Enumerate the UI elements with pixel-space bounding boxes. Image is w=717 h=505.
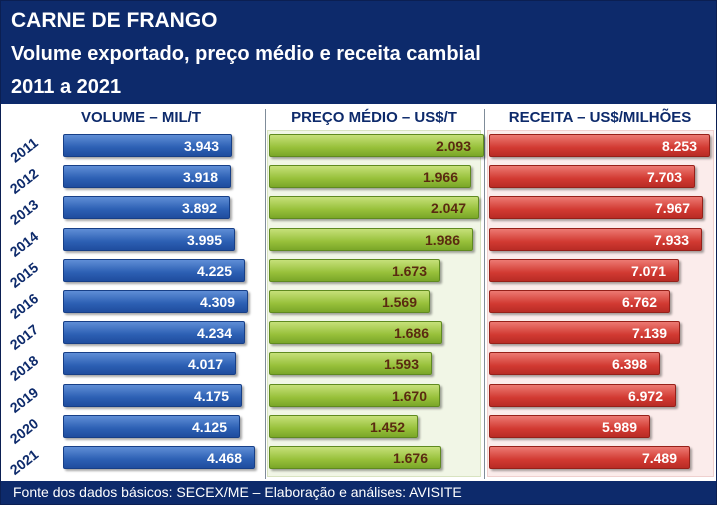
chart-title: CARNE DE FRANGO <box>11 9 218 32</box>
column-header-preco: PREÇO MÉDIO – US$/T <box>291 109 457 126</box>
volume-bar-2012: 3.918 <box>63 165 231 189</box>
column-header-volume: VOLUME – MIL/T <box>81 109 201 126</box>
preco-bar-2017: 1.686 <box>269 321 442 345</box>
receita-bar-2015: 7.071 <box>489 258 679 282</box>
volume-bar-2021: 4.468 <box>63 446 255 469</box>
column-divider <box>265 109 266 479</box>
receita-bar-2014: 7.933 <box>489 227 702 251</box>
volume-bar-2011: 3.943 <box>63 134 232 157</box>
volume-bar-2014: 3.995 <box>63 227 235 251</box>
volume-bar-2018: 4.017 <box>63 352 236 376</box>
preco-bar-2015: 1.673 <box>269 258 440 282</box>
preco-bar-2021: 1.676 <box>269 446 441 469</box>
preco-bar-2011: 2.093 <box>269 134 484 157</box>
volume-bar-2013: 3.892 <box>63 196 230 220</box>
year-label-2021: 2021 <box>6 446 42 478</box>
preco-bar-2013: 2.047 <box>269 196 479 220</box>
receita-bar-2012: 7.703 <box>489 165 695 189</box>
source-footer: Fonte dos dados básicos: SECEX/ME – Elab… <box>1 481 716 504</box>
receita-bar-2016: 6.762 <box>489 290 670 313</box>
volume-bar-2019: 4.175 <box>63 383 242 407</box>
volume-bar-2017: 4.234 <box>63 321 245 345</box>
receita-bar-2013: 7.967 <box>489 196 703 220</box>
preco-bar-2018: 1.593 <box>269 352 432 376</box>
receita-bar-2018: 6.398 <box>489 352 660 376</box>
preco-bar-2019: 1.670 <box>269 383 440 407</box>
preco-bar-2012: 1.966 <box>269 165 471 189</box>
preco-bar-2014: 1.986 <box>269 227 473 251</box>
volume-bar-2015: 4.225 <box>63 258 245 282</box>
chart-period: 2011 a 2021 <box>11 76 122 98</box>
chart-subtitle: Volume exportado, preço médio e receita … <box>11 43 481 65</box>
column-divider <box>484 109 485 479</box>
column-header-receita: RECEITA – US$/MILHÕES <box>508 109 692 126</box>
volume-bar-2016: 4.309 <box>63 290 248 313</box>
volume-bar-2020: 4.125 <box>63 414 240 438</box>
receita-bar-2011: 8.253 <box>489 134 710 157</box>
chart-header: CARNE DE FRANGO Volume exportado, preço … <box>1 1 716 104</box>
preco-bar-2016: 1.569 <box>269 290 430 313</box>
receita-bar-2021: 7.489 <box>489 446 690 469</box>
preco-bar-2020: 1.452 <box>269 414 418 438</box>
receita-bar-2019: 6.972 <box>489 383 676 407</box>
receita-bar-2020: 5.989 <box>489 414 650 438</box>
receita-bar-2017: 7.139 <box>489 321 680 345</box>
